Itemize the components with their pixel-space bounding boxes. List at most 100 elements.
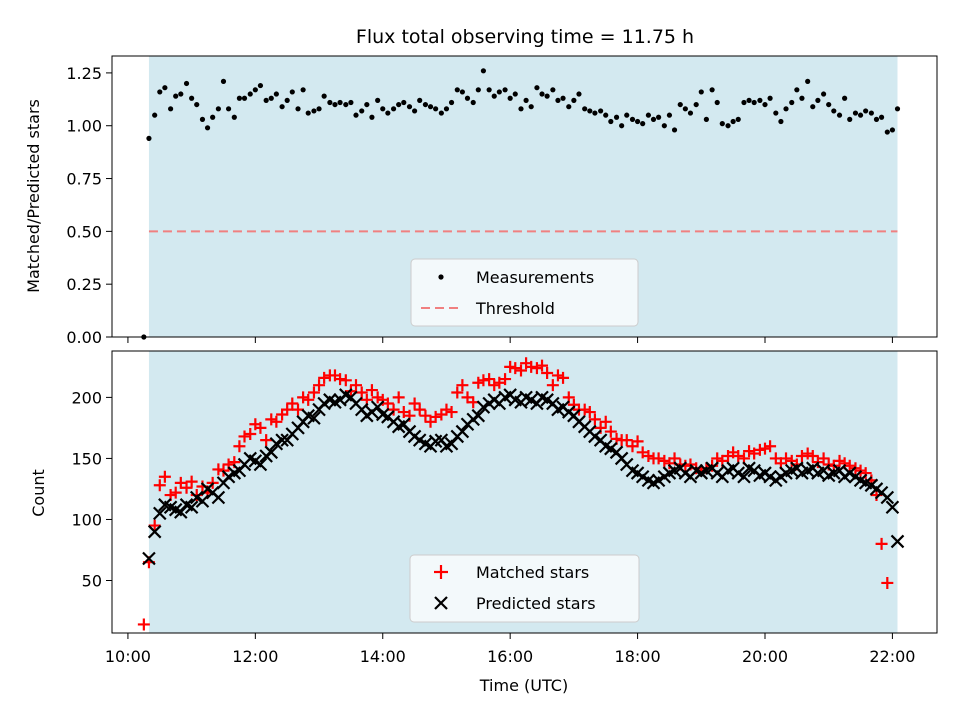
legend-matched-stars: Matched stars (476, 563, 589, 582)
matched-star-point (408, 397, 421, 410)
matched-star-point (302, 393, 315, 406)
measurement-point (873, 116, 880, 122)
matched-star-point (148, 519, 161, 532)
bottom-legend-box (409, 554, 640, 623)
bottom-x-axis: 10:00 12:00 14:00 16:00 18:00 20:00 22:00 (105, 633, 915, 666)
x-axis-label: Time (UTC) (479, 676, 568, 695)
measurement-point (448, 99, 455, 106)
matched-star-point (557, 371, 570, 384)
measurement-point (464, 95, 471, 101)
measurement-point (789, 99, 795, 106)
matched-star-point (780, 452, 793, 465)
measurement-points (141, 68, 901, 340)
matched-star-point (318, 371, 331, 384)
measurement-point (746, 97, 752, 103)
measurement-point (300, 87, 306, 93)
measurement-point (199, 116, 206, 122)
measurement-point (215, 106, 221, 112)
measurement-point (204, 125, 211, 131)
measurement-point (868, 110, 874, 116)
matched-star-point (806, 449, 819, 462)
measurement-point (311, 108, 317, 114)
measurement-point (375, 97, 381, 103)
measurement-point (571, 97, 577, 103)
measurement-point (189, 95, 195, 101)
predicted-star-point (275, 433, 289, 447)
matched-star-point (599, 415, 612, 428)
predicted-star-point (396, 417, 411, 432)
measurement-point (162, 85, 168, 91)
measurement-point (762, 101, 768, 108)
measurement-point (650, 116, 657, 122)
matched-star-point (281, 403, 294, 416)
measurement-point (396, 101, 402, 108)
matched-star-point (875, 537, 888, 550)
matched-star-point (795, 449, 808, 462)
matched-star-point (509, 362, 522, 375)
measurement-point (725, 123, 731, 129)
bottom-x-tick-label: 16:00 (487, 647, 533, 666)
measurement-point (231, 114, 237, 120)
measurement-point (348, 99, 354, 106)
measurement-point (518, 106, 524, 112)
matched-star-point (180, 481, 193, 494)
matched-star-point (185, 475, 198, 488)
bottom-y-tick-label: 200 (71, 388, 102, 407)
matched-star-point (514, 364, 527, 377)
matched-star-point (169, 486, 182, 499)
matched-star-point (499, 373, 512, 386)
figure-title: Flux total observing time = 11.75 h (356, 26, 694, 48)
measurement-point (709, 87, 715, 93)
top-y-tick-label: 0.50 (66, 222, 102, 241)
measurement-point (480, 68, 487, 74)
measurement-point (263, 97, 269, 103)
measurement-point (247, 91, 253, 97)
matched-star-point (286, 397, 299, 410)
matched-star-point (270, 415, 283, 428)
predicted-star-point (184, 500, 199, 515)
matched-star-point (254, 421, 267, 434)
measurement-point (857, 112, 864, 118)
measurement-point (598, 108, 604, 114)
measurement-point (412, 108, 418, 114)
measurement-point (353, 112, 359, 118)
measurement-point (512, 91, 518, 97)
measurement-point (528, 104, 534, 110)
measurement-point (539, 91, 545, 97)
predicted-star-point (455, 424, 470, 439)
measurement-point (544, 93, 550, 99)
measurement-point (613, 114, 620, 120)
measurement-point (183, 80, 190, 87)
top-y-tick-label: 0.25 (66, 275, 102, 294)
top-y-tick-label: 0.00 (66, 328, 102, 347)
measurement-point (359, 108, 365, 114)
legend-predicted-marker (434, 596, 448, 610)
bottom-x-tick-label: 12:00 (232, 647, 278, 666)
bottom-y-axis: 50 100 150 200 (71, 388, 112, 591)
matched-star-point (158, 470, 171, 483)
measurement-point (459, 89, 465, 95)
measurement-point (321, 93, 327, 99)
top-axes-frame (111, 55, 938, 338)
top-legend-box (410, 258, 639, 327)
measurement-point (741, 99, 747, 106)
measurement-point (783, 106, 789, 112)
matched-star-point (313, 379, 326, 392)
measurement-point (427, 104, 434, 110)
matched-star-point (583, 406, 596, 419)
measurement-point (773, 110, 779, 116)
measurement-point (295, 106, 301, 112)
measurement-point (682, 106, 688, 112)
matched-star-point (631, 435, 644, 448)
bottom-x-tick-label: 14:00 (360, 647, 406, 666)
predicted-star-point (253, 457, 268, 472)
bottom-y-tick-label: 150 (71, 449, 102, 468)
measurement-point (220, 78, 227, 84)
measurement-point (486, 87, 492, 93)
matched-star-point (477, 374, 490, 387)
measurement-point (677, 101, 683, 108)
measurement-point (576, 91, 582, 97)
matched-star-point (732, 449, 745, 462)
matched-star-point (546, 379, 559, 392)
